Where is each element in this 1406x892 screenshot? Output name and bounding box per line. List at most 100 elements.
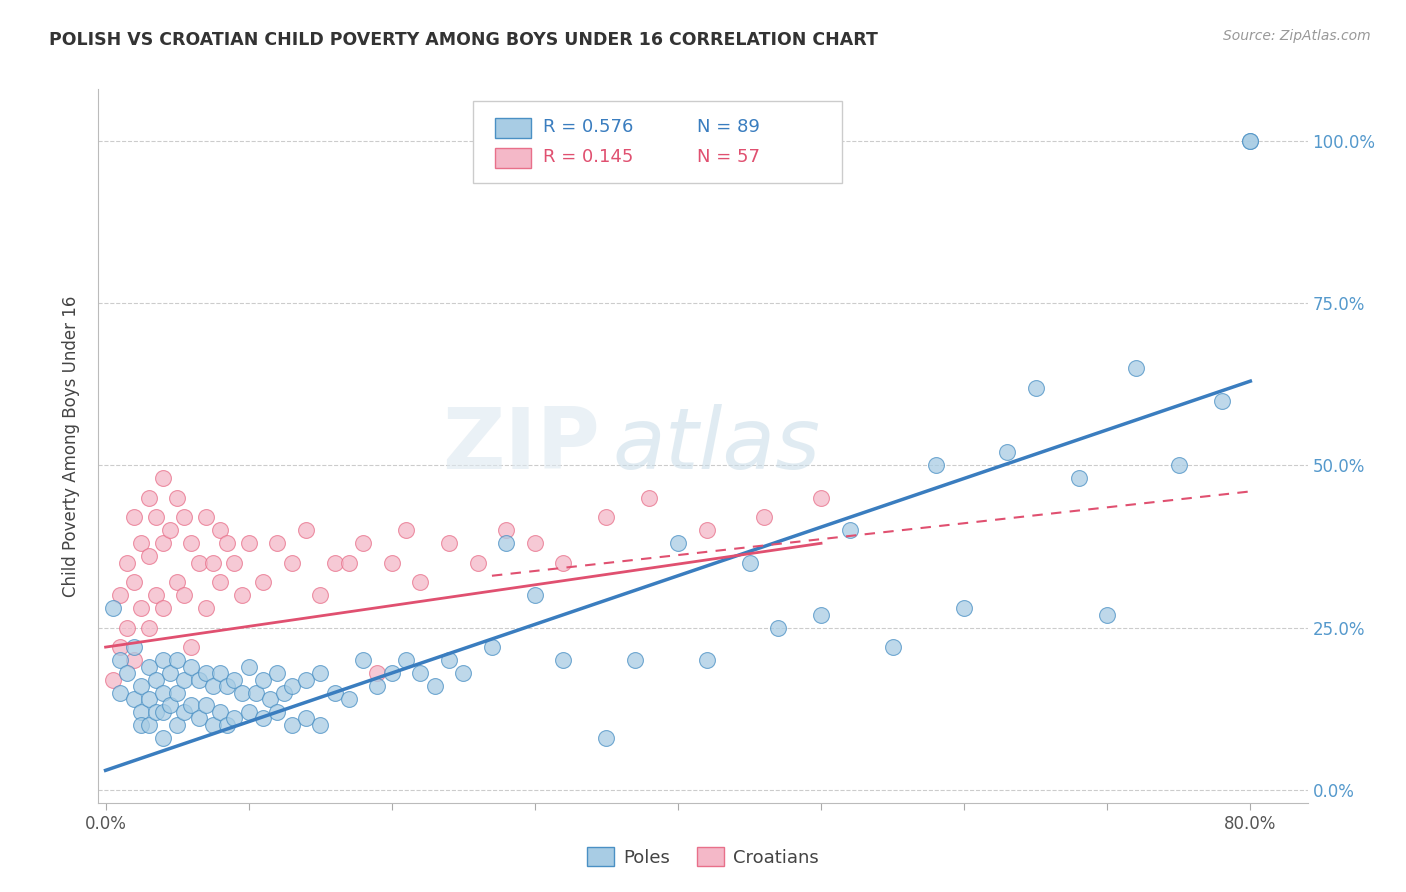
Text: ZIP: ZIP [443,404,600,488]
Point [194,510,217,524]
Point [231,685,253,699]
Point [481,640,503,654]
Point [115,556,138,570]
Point [187,556,209,570]
Point [995,445,1018,459]
Point [131,679,153,693]
Point [696,524,718,538]
Point [138,692,160,706]
Point [201,556,224,570]
Point [323,685,346,699]
Point [323,556,346,570]
Point [101,673,124,687]
Point [152,471,174,485]
Point [131,536,153,550]
Point [638,491,661,505]
Point [882,640,904,654]
Point [381,556,404,570]
Point [309,718,332,732]
Point [122,653,145,667]
Point [173,705,195,719]
Point [180,640,202,654]
Point [352,536,374,550]
Point [523,588,546,602]
Point [266,536,288,550]
Point [209,575,232,590]
Point [108,653,131,667]
Point [194,698,217,713]
Point [1239,134,1261,148]
Point [122,692,145,706]
Point [409,575,432,590]
Point [173,588,195,602]
FancyBboxPatch shape [495,118,531,137]
Point [395,524,418,538]
Text: N = 89: N = 89 [697,118,759,136]
Point [152,685,174,699]
Point [138,659,160,673]
Point [209,666,232,681]
Point [180,536,202,550]
Point [838,524,860,538]
Point [495,524,517,538]
Point [166,575,188,590]
Point [953,601,976,615]
Point [115,666,138,681]
Point [180,659,202,673]
Point [924,458,946,473]
Point [145,673,167,687]
Point [173,510,195,524]
Point [1211,393,1233,408]
Point [166,653,188,667]
Point [224,556,246,570]
Point [145,705,167,719]
Point [115,621,138,635]
Point [180,698,202,713]
Point [201,679,224,693]
Point [366,679,388,693]
Point [224,673,246,687]
Point [238,536,260,550]
Point [553,653,575,667]
Point [152,705,174,719]
Point [217,536,239,550]
Point [766,621,789,635]
Point [810,607,832,622]
Point [1025,381,1047,395]
Point [337,692,360,706]
Point [122,510,145,524]
Point [523,536,546,550]
Point [166,718,188,732]
Point [366,666,388,681]
Point [273,685,295,699]
Point [295,673,318,687]
Point [194,666,217,681]
Point [1067,471,1090,485]
Point [138,491,160,505]
Point [495,536,517,550]
Point [187,711,209,725]
Point [595,731,617,745]
Point [245,685,267,699]
Point [101,601,124,615]
Point [173,673,195,687]
Point [217,718,239,732]
Point [1097,607,1119,622]
Point [131,718,153,732]
Point [266,666,288,681]
Point [209,524,232,538]
Point [595,510,617,524]
Y-axis label: Child Poverty Among Boys Under 16: Child Poverty Among Boys Under 16 [62,295,80,597]
Point [231,588,253,602]
Text: atlas: atlas [613,404,820,488]
Point [309,666,332,681]
Point [238,705,260,719]
Point [145,510,167,524]
FancyBboxPatch shape [474,102,842,184]
Point [152,731,174,745]
Point [337,556,360,570]
Text: N = 57: N = 57 [697,148,761,166]
Point [209,705,232,719]
Point [352,653,374,667]
Point [108,588,131,602]
